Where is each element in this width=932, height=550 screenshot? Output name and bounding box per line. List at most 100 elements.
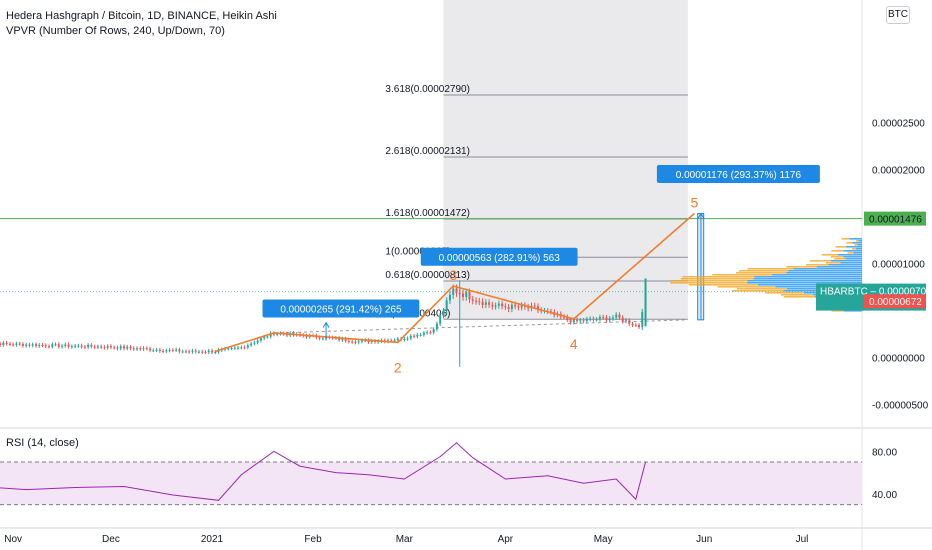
candle-body	[579, 320, 582, 322]
candle-body	[149, 348, 152, 351]
candle-body	[422, 332, 425, 335]
volume-bar-up	[688, 284, 758, 286]
volume-bar-down	[747, 280, 862, 282]
candle-body	[406, 338, 409, 340]
green-price-tag-label: 0.00001476	[869, 215, 922, 226]
candle-body	[592, 318, 595, 320]
candle-body	[341, 338, 344, 340]
candle-body	[168, 349, 171, 351]
candle-body	[563, 316, 566, 318]
candle-body	[230, 347, 233, 349]
candle-body	[641, 311, 644, 328]
fib-level-label: 0.618(0.00000813)	[385, 270, 470, 281]
candle-body	[0, 343, 2, 345]
rsi-title[interactable]: RSI (14, close)	[6, 437, 79, 449]
candle-body	[520, 305, 523, 308]
candle-body	[455, 288, 458, 293]
candle-body	[465, 292, 468, 297]
measure-label: 0.00000265 (291.42%) 265	[280, 305, 402, 316]
candle-body	[439, 315, 442, 324]
volume-bar-down	[857, 244, 862, 246]
candle-body	[2, 342, 5, 345]
volume-bar-up	[841, 238, 850, 240]
candle-body	[197, 351, 200, 353]
candle-body	[481, 301, 484, 305]
candle-body	[491, 304, 494, 307]
candle-body	[351, 341, 354, 343]
candle-body	[93, 346, 96, 348]
volume-bar-up	[717, 286, 776, 288]
candle-body	[393, 340, 396, 342]
volume-bar-up	[680, 278, 754, 280]
candle-body	[211, 350, 213, 353]
candle-body	[608, 318, 611, 321]
candle-body	[536, 306, 539, 311]
candle-body	[475, 300, 478, 302]
candle-body	[201, 351, 204, 353]
measure-label: 0.00001176 (293.37%) 1176	[676, 170, 802, 181]
candle-body	[253, 342, 256, 344]
candle-body	[501, 303, 504, 307]
volume-bar-up	[738, 270, 789, 272]
candle-body	[527, 306, 530, 309]
price-axis-label: 0.00002500	[872, 118, 925, 129]
indicator-legend[interactable]: VPVR (Number Of Rows, 240, Up/Down, 70)	[6, 25, 225, 37]
wave-label-4: 4	[570, 336, 578, 352]
candle-body	[41, 344, 44, 346]
candle-body	[605, 317, 608, 321]
green-price-tag	[864, 211, 926, 226]
candle-body	[344, 338, 347, 341]
candle-body	[237, 347, 240, 349]
candle-body	[494, 305, 497, 307]
candle-body	[461, 293, 464, 297]
candle-body	[165, 350, 168, 352]
candle-body	[132, 348, 135, 350]
candle-body	[80, 345, 83, 347]
candle-body	[572, 319, 575, 323]
candle-body	[471, 299, 474, 301]
candle-body	[497, 303, 500, 306]
candle-body	[152, 350, 155, 352]
candle-body	[38, 344, 41, 346]
price-axis-label: -0.00000500	[872, 400, 929, 411]
candle-body	[8, 343, 11, 345]
candle-body	[34, 344, 37, 346]
volume-bar-up	[809, 260, 831, 262]
candle-body	[507, 307, 510, 310]
candle-body	[240, 347, 243, 349]
candle-body	[370, 340, 373, 342]
candle-body	[83, 346, 86, 348]
volume-bar-up	[825, 262, 841, 264]
candle-body	[18, 343, 21, 345]
volume-bar-down	[845, 258, 862, 260]
measure-box-3	[697, 213, 705, 321]
candle-body	[634, 324, 637, 326]
candle-body	[145, 348, 148, 350]
volume-bar-up	[852, 248, 857, 250]
candle-body	[51, 344, 54, 347]
candle-body	[488, 302, 491, 305]
candle-body	[618, 314, 621, 318]
currency-badge[interactable]: BTC	[886, 6, 910, 24]
candle-body	[136, 348, 139, 350]
volume-bar-down	[843, 256, 862, 258]
candle-body	[409, 335, 412, 339]
candle-body	[357, 341, 360, 343]
last-price-tag-label: HBARBTC – 0.00000700	[820, 287, 932, 298]
measure-label-box	[656, 165, 820, 184]
volume-bar-down	[846, 246, 862, 248]
candle-body	[628, 320, 631, 324]
candle-body	[96, 346, 99, 348]
candle-body	[77, 345, 80, 347]
candle-body	[442, 310, 445, 316]
volume-bar-up	[736, 288, 787, 290]
candle-body	[214, 351, 217, 353]
volume-bar-up	[712, 274, 773, 276]
candle-body	[188, 351, 191, 353]
volume-bar-down	[830, 260, 862, 262]
volume-bar-up	[821, 254, 838, 256]
volume-bar-down	[772, 274, 862, 276]
candle-body	[48, 346, 51, 348]
volume-bar-down	[828, 264, 862, 266]
